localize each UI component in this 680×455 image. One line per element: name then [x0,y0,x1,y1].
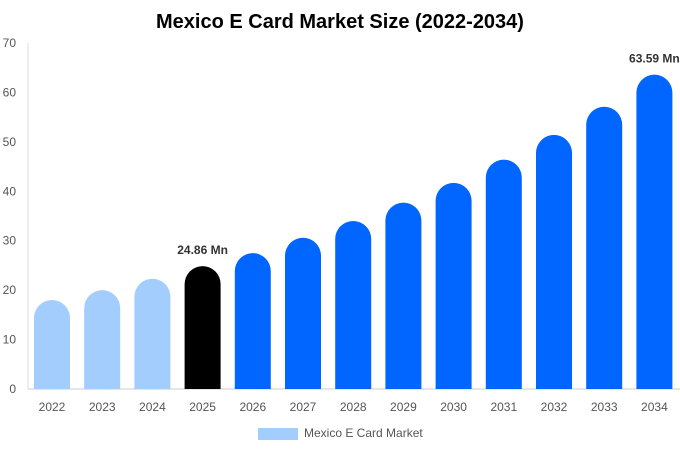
y-tick-label: 40 [3,184,17,198]
y-tick-label: 50 [3,135,17,149]
bar-2025 [184,266,221,389]
y-tick-label: 70 [3,36,17,50]
x-tick-label: 2028 [340,400,367,414]
bar-2031 [485,159,522,389]
data-label: 24.86 Mn [177,243,228,257]
bar-2034 [636,74,673,389]
bar-2032 [536,134,572,389]
bar-2027 [285,237,321,389]
x-tick-label: 2029 [390,400,417,414]
data-label: 63.59 Mn [629,52,680,66]
bar-2024 [134,278,171,389]
legend-label: Mexico E Card Market [304,426,423,440]
x-tick-label: 2026 [239,400,266,414]
y-tick-label: 10 [3,333,17,347]
bar-2033 [586,106,623,390]
x-tick-label: 2023 [89,400,116,414]
x-tick-label: 2024 [139,400,166,414]
chart-title: Mexico E Card Market Size (2022-2034) [156,11,524,33]
bar-2026 [234,253,271,389]
legend-swatch [258,428,298,440]
x-tick-label: 2030 [440,400,467,414]
bar-2030 [435,182,472,389]
y-tick-label: 30 [3,234,17,248]
x-tick-label: 2022 [39,400,66,414]
x-tick-label: 2032 [541,400,568,414]
y-tick-label: 0 [9,382,16,396]
x-tick-label: 2025 [189,400,216,414]
x-tick-label: 2027 [290,400,317,414]
y-tick-label: 20 [3,283,17,297]
x-tick-label: 2031 [490,400,517,414]
bar-2029 [385,202,422,389]
bar-2022 [34,300,70,389]
bar-2028 [335,220,372,389]
y-tick-label: 60 [3,85,17,99]
x-tick-label: 2034 [641,400,668,414]
bar-2023 [84,290,121,389]
x-tick-label: 2033 [591,400,618,414]
